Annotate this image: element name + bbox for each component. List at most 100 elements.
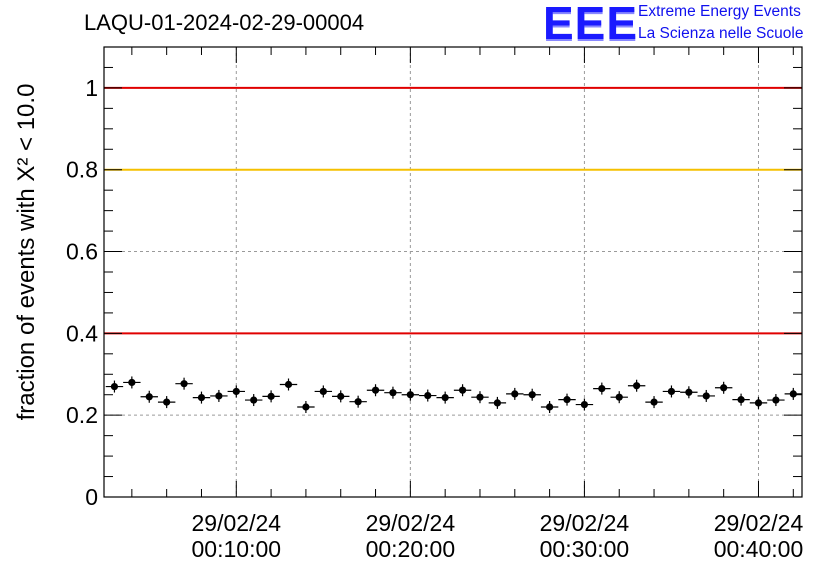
point-marker bbox=[441, 393, 449, 402]
point-marker bbox=[580, 400, 589, 409]
grid bbox=[104, 47, 802, 497]
data-point bbox=[366, 384, 385, 397]
point-marker bbox=[563, 396, 571, 404]
point-marker bbox=[685, 388, 693, 396]
axes bbox=[103, 46, 803, 498]
point-marker bbox=[633, 382, 641, 390]
point-marker bbox=[598, 384, 606, 393]
data-point bbox=[175, 377, 193, 390]
point-marker bbox=[772, 396, 780, 404]
point-marker bbox=[424, 391, 432, 400]
reference-lines bbox=[104, 86, 802, 335]
data-point bbox=[314, 385, 333, 398]
point-marker bbox=[458, 386, 467, 394]
y-tick-label: 0 bbox=[85, 484, 98, 510]
data-point bbox=[157, 396, 176, 409]
y-tick-label: 0.8 bbox=[66, 157, 98, 183]
y-tick-label: 0.6 bbox=[66, 239, 98, 265]
x-tick-label-time: 00:30:00 bbox=[540, 536, 630, 562]
data-point bbox=[697, 389, 715, 402]
data-point bbox=[662, 385, 681, 398]
y-tick-label: 1 bbox=[85, 75, 98, 101]
point-marker bbox=[163, 398, 171, 406]
logo-caption-line1: Extreme Energy Events bbox=[638, 3, 801, 20]
x-tick-label-time: 00:20:00 bbox=[366, 536, 456, 562]
data-point bbox=[471, 391, 489, 404]
point-marker bbox=[215, 392, 223, 400]
data-points bbox=[105, 376, 802, 413]
point-marker bbox=[493, 399, 501, 407]
point-marker bbox=[267, 392, 275, 400]
data-point bbox=[714, 381, 733, 394]
point-marker bbox=[389, 389, 397, 397]
point-marker bbox=[511, 390, 519, 398]
point-marker bbox=[667, 387, 676, 396]
point-marker bbox=[250, 396, 258, 404]
x-tick-label-time: 00:40:00 bbox=[714, 536, 804, 562]
data-point bbox=[749, 396, 768, 409]
y-axis-label: fraction of events with X² < 10.0 bbox=[13, 84, 40, 421]
point-marker bbox=[720, 384, 728, 392]
data-point bbox=[227, 385, 245, 398]
data-point bbox=[627, 379, 646, 392]
data-point bbox=[645, 396, 663, 409]
point-marker bbox=[110, 382, 119, 391]
x-tick-label-time: 00:10:00 bbox=[192, 536, 282, 562]
point-marker bbox=[546, 403, 554, 411]
data-point bbox=[262, 390, 280, 403]
data-point bbox=[349, 395, 367, 408]
x-tick-label-date: 29/02/24 bbox=[192, 510, 282, 536]
data-point bbox=[279, 378, 298, 391]
data-point bbox=[523, 388, 541, 401]
x-tick-label-date: 29/02/24 bbox=[714, 510, 804, 536]
data-point bbox=[488, 396, 507, 409]
data-point bbox=[575, 398, 594, 411]
data-point bbox=[419, 389, 437, 402]
data-point bbox=[297, 401, 315, 413]
point-marker bbox=[528, 391, 536, 399]
point-marker bbox=[650, 398, 658, 406]
point-marker bbox=[406, 391, 414, 399]
plot-frame bbox=[103, 46, 803, 498]
data-point bbox=[453, 384, 472, 397]
point-marker bbox=[128, 378, 136, 387]
point-marker bbox=[354, 398, 362, 406]
data-point bbox=[401, 388, 420, 401]
data-point bbox=[105, 380, 124, 393]
data-point bbox=[436, 391, 454, 404]
point-marker bbox=[180, 380, 188, 388]
data-point bbox=[332, 390, 350, 403]
point-marker bbox=[197, 393, 206, 402]
point-marker bbox=[284, 380, 293, 389]
point-marker bbox=[337, 392, 345, 400]
data-point bbox=[210, 389, 228, 402]
point-marker bbox=[145, 393, 153, 401]
x-tick-label-date: 29/02/24 bbox=[366, 510, 456, 536]
y-tick-label: 0.2 bbox=[66, 402, 98, 428]
data-point bbox=[680, 386, 698, 399]
point-marker bbox=[789, 390, 797, 398]
data-point bbox=[784, 387, 802, 400]
data-point bbox=[384, 386, 402, 399]
data-point bbox=[192, 391, 211, 404]
x-tick-label-date: 29/02/24 bbox=[540, 510, 630, 536]
tick-labels: 00.20.40.60.8129/02/2400:10:0029/02/2400… bbox=[66, 75, 803, 562]
data-point bbox=[732, 393, 750, 406]
data-point bbox=[593, 382, 611, 395]
point-marker bbox=[232, 387, 240, 396]
point-marker bbox=[302, 403, 310, 411]
point-marker bbox=[319, 387, 327, 396]
point-marker bbox=[702, 392, 710, 400]
data-point bbox=[558, 393, 576, 406]
data-point bbox=[610, 391, 628, 404]
point-marker bbox=[737, 396, 745, 404]
logo-caption-line2: La Scienza nelle Scuole bbox=[638, 25, 804, 42]
data-point bbox=[767, 394, 785, 407]
data-point bbox=[506, 387, 524, 400]
y-tick-label: 0.4 bbox=[66, 320, 98, 346]
point-marker bbox=[754, 399, 763, 407]
data-point bbox=[140, 390, 158, 403]
data-point bbox=[540, 401, 559, 413]
point-marker bbox=[615, 393, 623, 401]
